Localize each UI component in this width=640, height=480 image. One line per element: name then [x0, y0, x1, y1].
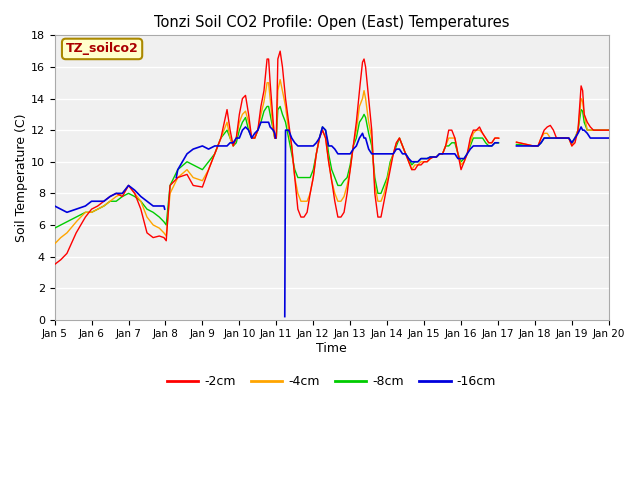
Text: TZ_soilco2: TZ_soilco2	[66, 42, 138, 56]
X-axis label: Time: Time	[316, 342, 347, 355]
Legend: -2cm, -4cm, -8cm, -16cm: -2cm, -4cm, -8cm, -16cm	[162, 370, 501, 393]
Y-axis label: Soil Temperature (C): Soil Temperature (C)	[15, 113, 28, 242]
Title: Tonzi Soil CO2 Profile: Open (East) Temperatures: Tonzi Soil CO2 Profile: Open (East) Temp…	[154, 15, 509, 30]
